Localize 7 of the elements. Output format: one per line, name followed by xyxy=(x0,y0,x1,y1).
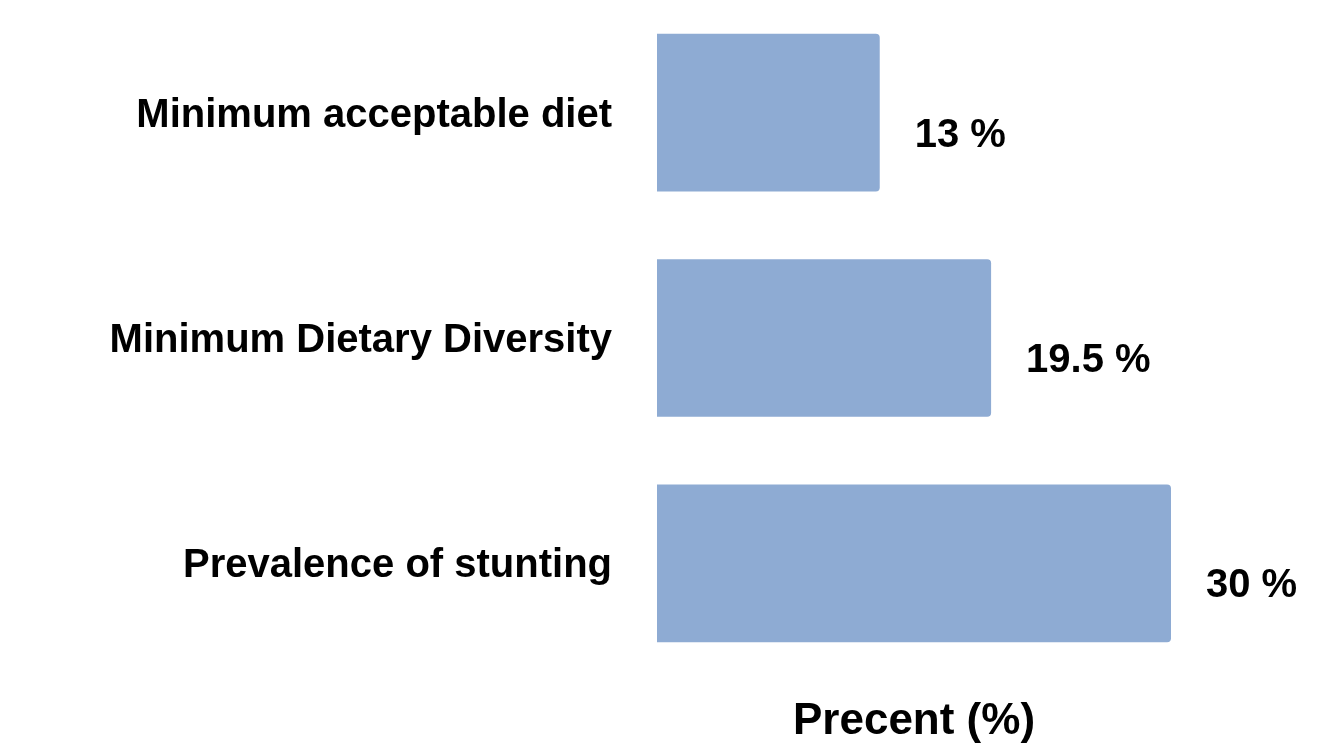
x-axis-title: Precent (%) xyxy=(792,693,1036,743)
y-tick-label: Minimum acceptable diet xyxy=(136,90,612,135)
data-label: 13 % xyxy=(914,110,1006,155)
data-label: 30 % xyxy=(1206,561,1298,606)
data-label: 19.5 % xyxy=(1026,336,1151,380)
y-tick-label: Prevalence of stunting xyxy=(183,541,612,586)
y-tick-label: Minimum Dietary Diversity xyxy=(109,316,613,360)
